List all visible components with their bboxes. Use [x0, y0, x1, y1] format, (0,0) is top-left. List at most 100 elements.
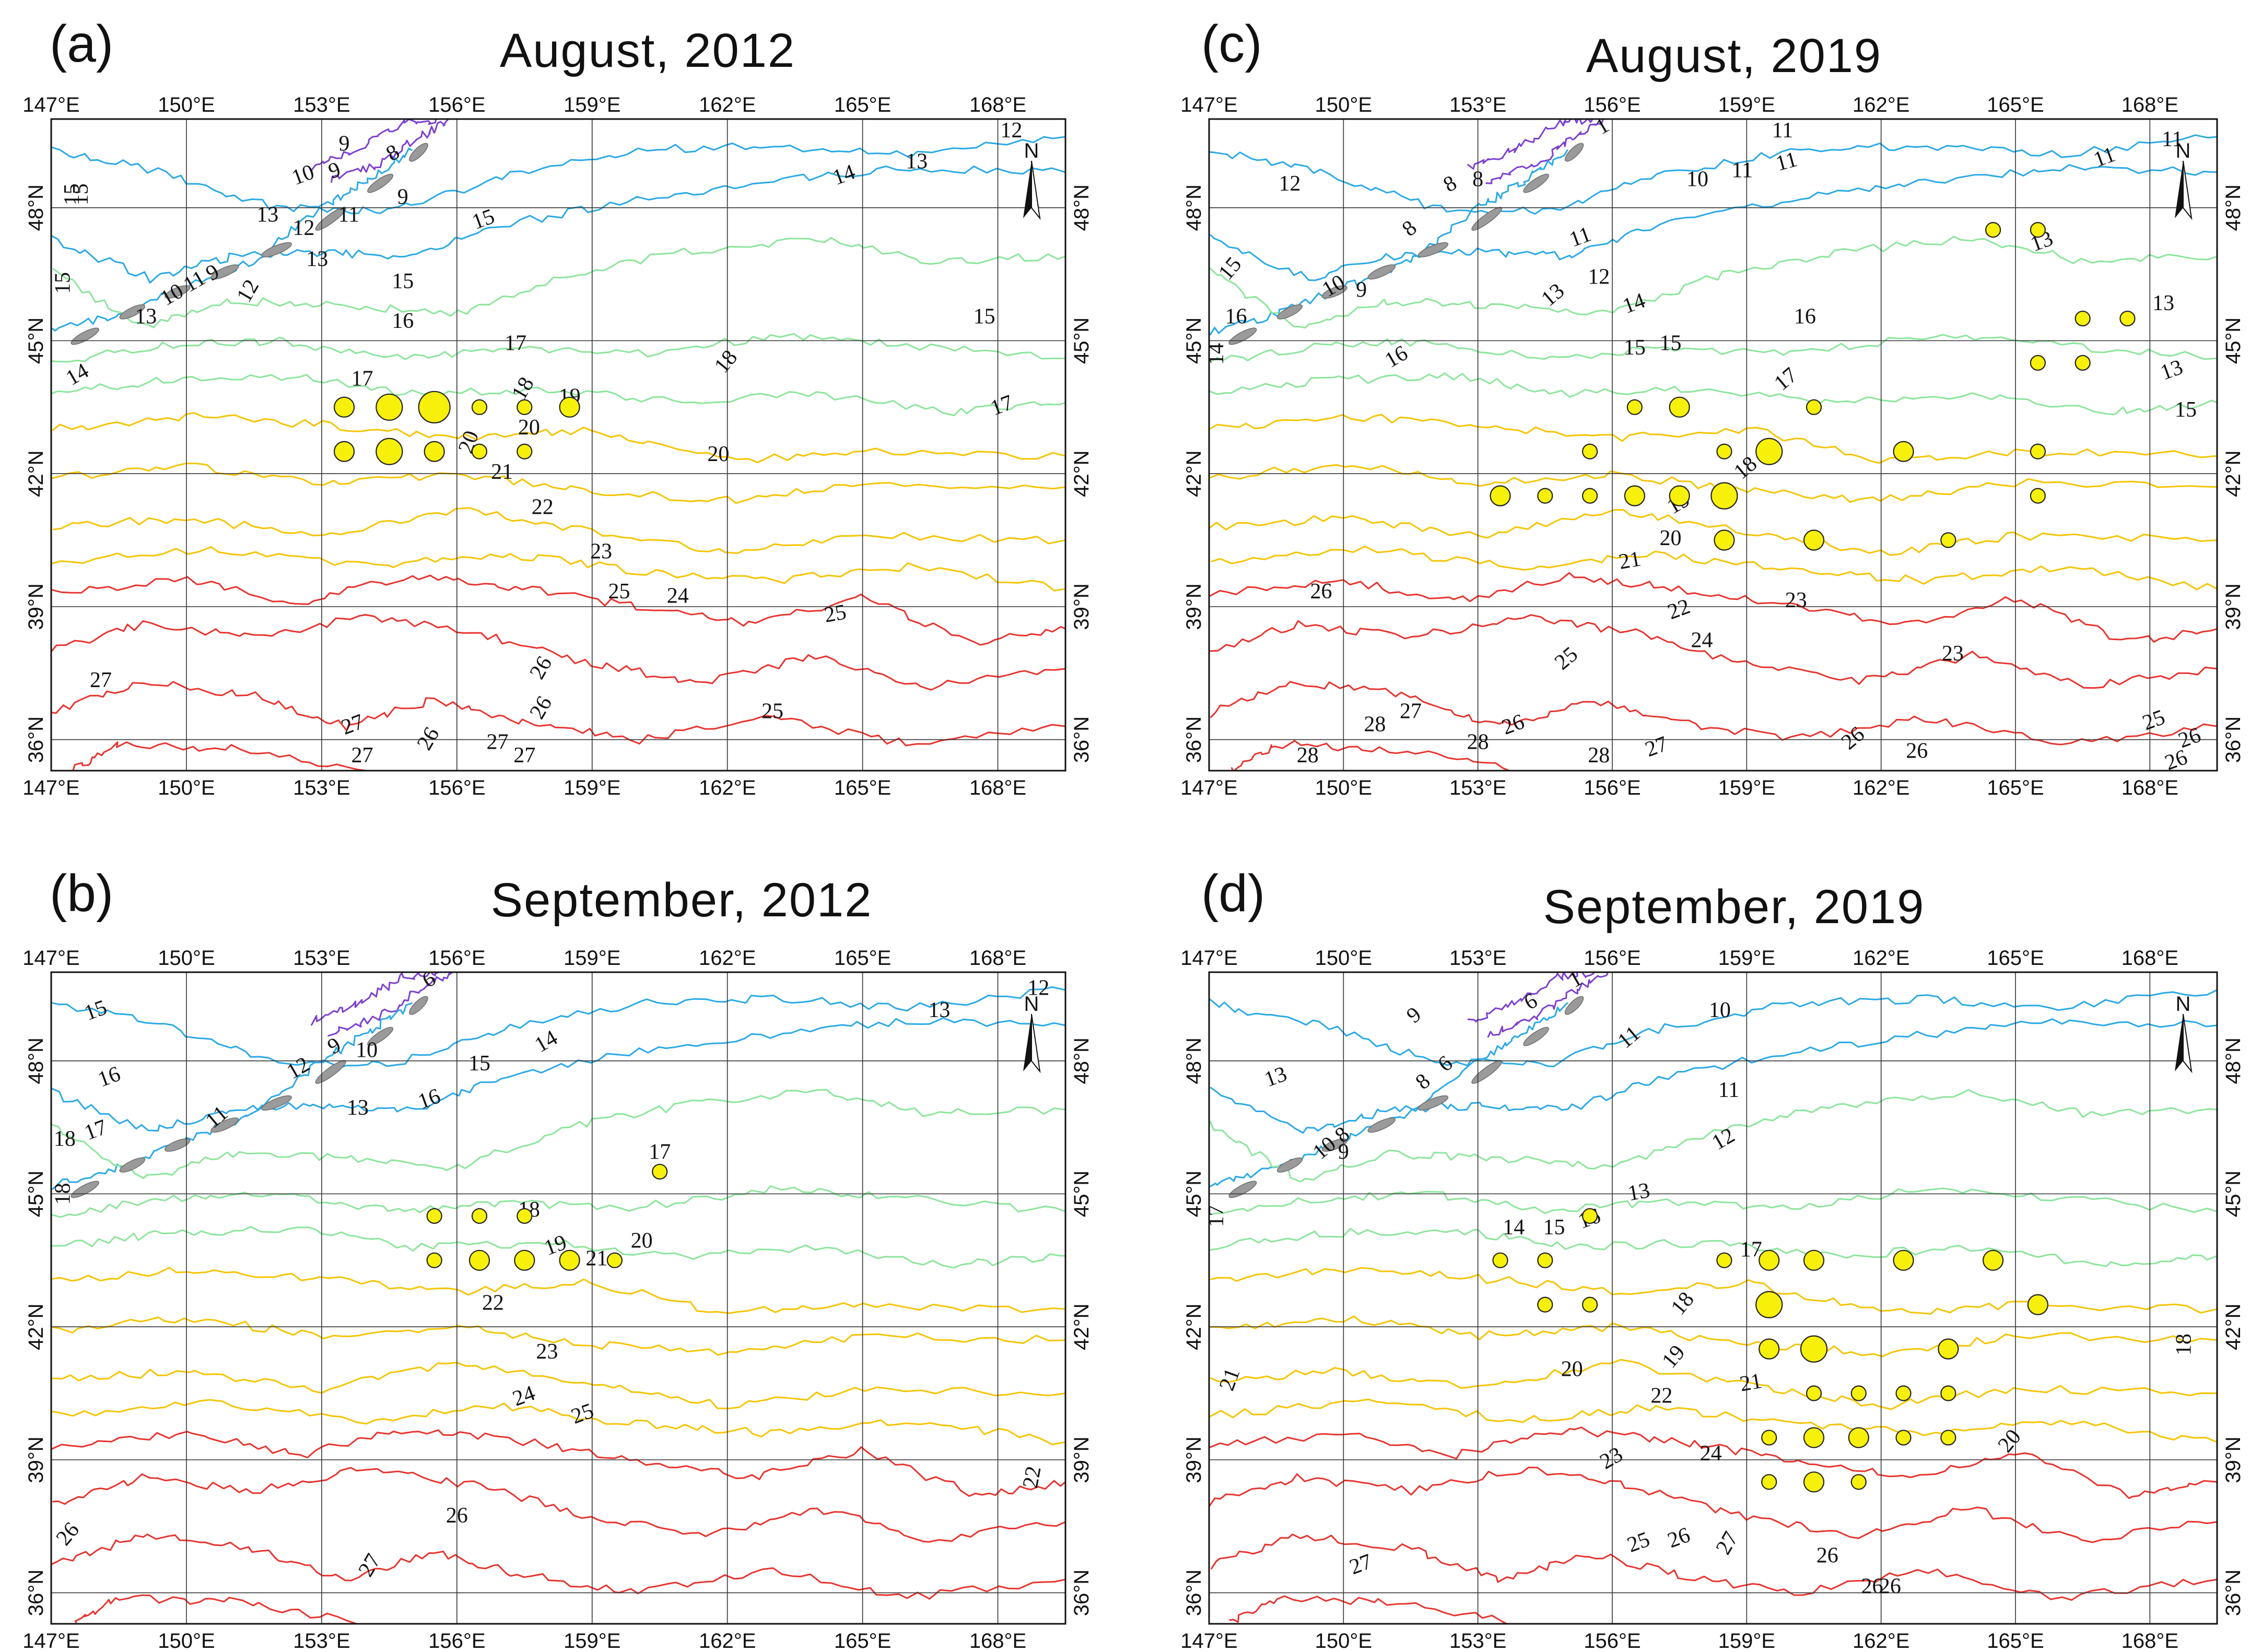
contour-label: 22 — [482, 1291, 504, 1315]
lat-tick-right: 39°N — [1070, 583, 1093, 630]
contour-blue — [1210, 1002, 1568, 1187]
station-marker — [1803, 1427, 1825, 1448]
contour-label: 25 — [761, 699, 783, 723]
contour-purple — [1487, 972, 1609, 1038]
contour-purple — [1485, 119, 1609, 184]
island — [1523, 1026, 1549, 1046]
contour-label: 26 — [1879, 1575, 1901, 1599]
contour-label: 12 — [283, 1052, 313, 1084]
lat-tick-left: 39°N — [25, 583, 48, 630]
contour-label: 10 — [289, 160, 318, 190]
contour-label: 15 — [69, 183, 93, 205]
lon-tick-bottom: 156°E — [1584, 776, 1640, 799]
lon-tick-top: 147°E — [22, 93, 79, 116]
contour-label: 9 — [1338, 1140, 1349, 1164]
station-marker — [652, 1163, 668, 1180]
contour-label: 13 — [2152, 291, 2174, 315]
north-arrow-icon — [1031, 1013, 1041, 1073]
contour-green — [1210, 1187, 2217, 1216]
lon-tick-top: 168°E — [2122, 93, 2178, 116]
contour-label: 14 — [1503, 1216, 1525, 1240]
contour-label: 6 — [418, 966, 440, 993]
station-marker — [1938, 1338, 1959, 1360]
station-marker — [418, 391, 451, 423]
panel-title: September, 2019 — [1543, 880, 1925, 934]
station-marker — [1848, 1427, 1869, 1448]
contour-label: 26 — [1861, 1575, 1883, 1599]
lon-tick-bottom: 153°E — [1449, 1630, 1506, 1652]
lon-tick-bottom: 168°E — [969, 776, 1026, 799]
contour-label: 11 — [1566, 222, 1595, 252]
lat-tick-left: 48°N — [1182, 1037, 1205, 1084]
station-marker — [1624, 485, 1645, 506]
station-marker — [1940, 1430, 1956, 1446]
lon-tick-bottom: 150°E — [1315, 776, 1372, 799]
contour-label: 22 — [1018, 1465, 1046, 1490]
station-marker — [1755, 438, 1783, 465]
lon-tick-bottom: 159°E — [564, 776, 620, 799]
north-label: N — [1024, 139, 1039, 162]
contour-green — [1209, 235, 2217, 329]
contour-label: 17 — [1204, 1205, 1228, 1227]
contour-label: 21 — [1617, 547, 1643, 574]
contour-label: 17 — [1740, 1237, 1762, 1261]
contour-label: 18 — [51, 1183, 75, 1205]
contour-label: 12 — [1708, 1123, 1739, 1155]
lat-tick-left: 42°N — [1182, 1303, 1205, 1350]
contour-label: 19 — [1657, 1341, 1690, 1373]
station-marker — [1714, 529, 1735, 551]
contour-label: 24 — [1691, 628, 1713, 652]
lon-tick-top: 159°E — [1718, 93, 1775, 116]
north-arrow-icon — [1031, 160, 1041, 220]
contour-label: 13 — [256, 203, 278, 227]
contour-label: 14 — [829, 160, 858, 190]
contour-label: 9 — [339, 132, 350, 156]
island — [261, 1095, 292, 1111]
contour-label: 12 — [292, 216, 314, 240]
contour-label: 21 — [1215, 1365, 1245, 1394]
contour-label: 26 — [525, 652, 557, 683]
station-marker — [2030, 222, 2046, 238]
contour-purple — [310, 119, 440, 171]
contour-label: 18 — [2172, 1334, 2196, 1355]
contour-label: 24 — [1700, 1442, 1722, 1466]
contour-label: 21 — [585, 1246, 607, 1270]
contour-label: 28 — [1588, 744, 1610, 768]
contour-yellow — [52, 412, 1065, 464]
map-area: 1215161410916888111312141515161718192021… — [1209, 119, 2217, 771]
contour-purple — [331, 119, 453, 183]
station-marker — [1940, 532, 1956, 548]
contour-red — [1229, 1595, 1523, 1624]
lon-tick-top: 159°E — [564, 947, 620, 970]
contour-yellow — [52, 1399, 1065, 1445]
contour-label: 9 — [397, 185, 408, 209]
contour-yellow — [1209, 414, 2217, 464]
station-marker — [1537, 1296, 1553, 1313]
contour-label: 16 — [1381, 341, 1412, 373]
north-label: N — [2176, 993, 2191, 1016]
lat-tick-left: 48°N — [1182, 184, 1205, 231]
contour-label: 13 — [906, 150, 928, 174]
contour-red — [1211, 1533, 2217, 1601]
island — [1523, 173, 1549, 193]
island — [1471, 207, 1503, 231]
station-marker — [1893, 441, 1914, 462]
contour-label: 25 — [1624, 1527, 1653, 1557]
contour-label: 25 — [608, 580, 630, 604]
contour-label: 18 — [507, 373, 539, 404]
contour-label: 15 — [81, 995, 110, 1025]
contour-purple — [327, 972, 453, 1037]
lon-tick-top: 165°E — [834, 93, 891, 116]
map-area: 1516171818111291013161514617181921202223… — [51, 966, 1065, 1624]
contour-label: 15 — [1624, 336, 1646, 360]
lat-tick-right: 42°N — [1070, 1303, 1093, 1350]
lon-tick-top: 150°E — [1315, 93, 1372, 116]
station-marker — [606, 1252, 623, 1268]
contour-label: 26 — [1310, 580, 1332, 604]
station-marker — [333, 396, 355, 418]
panel-title: September, 2012 — [491, 874, 873, 927]
lon-tick-bottom: 168°E — [2122, 776, 2178, 799]
contour-label: 23 — [590, 540, 612, 564]
station-marker — [514, 1249, 535, 1271]
